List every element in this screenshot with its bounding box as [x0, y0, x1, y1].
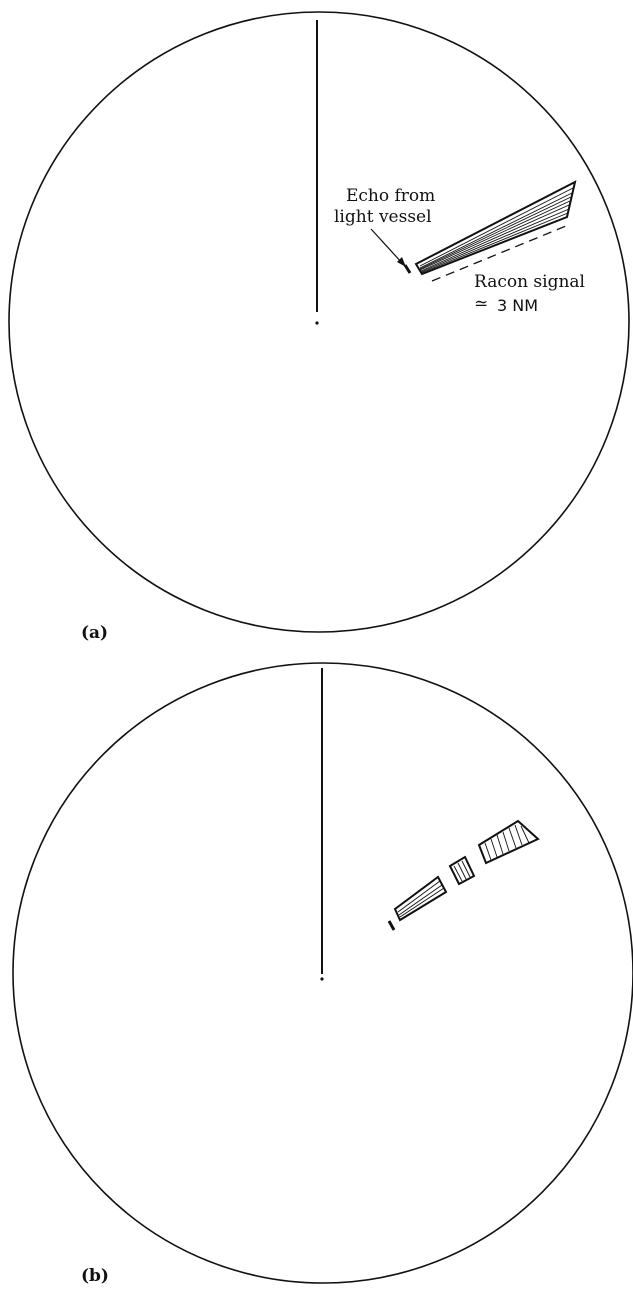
racon-label-line1: Racon signal: [474, 272, 585, 292]
radar-display-b: (b): [0, 640, 633, 1299]
radar-screen-b: [12, 662, 633, 1284]
radar-screen-a: [8, 11, 630, 633]
light-vessel-echo-b: [387, 920, 396, 931]
radar-display-a: Echo from light vessel Racon signal ≃ 3 …: [0, 0, 633, 643]
light-vessel-echo-a: [403, 264, 412, 274]
racon-segment-3: [477, 819, 540, 865]
racon-approx-symbol: ≃: [474, 294, 489, 314]
racon-segment-1: [393, 875, 448, 922]
racon-distance-label: 3 NM: [497, 296, 539, 315]
panel-label-b: (b): [81, 1266, 109, 1286]
radar-range-circle-b: [12, 662, 633, 1284]
racon-range-dashed-line: [431, 225, 567, 282]
racon-segment-2: [448, 855, 476, 886]
echo-pointer-arrow: [370, 228, 406, 267]
panel-label-a: (a): [81, 623, 109, 643]
radar-range-circle-a: [8, 11, 630, 633]
own-ship-spot-b: [320, 977, 324, 981]
own-ship-spot-a: [315, 321, 319, 325]
echo-label-line1: Echo from: [346, 186, 436, 206]
echo-label-line2: light vessel: [334, 207, 432, 227]
racon-signal-wedge-a: [414, 180, 577, 276]
